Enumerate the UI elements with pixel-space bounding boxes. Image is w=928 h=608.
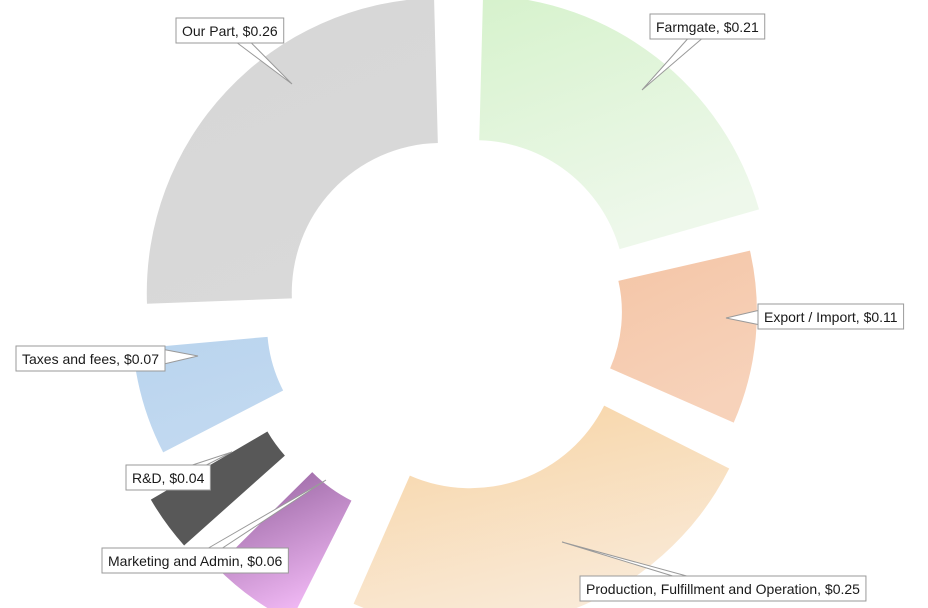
labels-group: Farmgate, $0.21 Export / Import, $0.11 Pro…	[15, 13, 905, 602]
label-box	[125, 464, 211, 491]
slices-group	[133, 0, 760, 608]
slice-label: R&D, $0.04	[132, 470, 205, 486]
slice-taxes-and-fees	[133, 336, 284, 453]
label-box	[757, 303, 905, 330]
slice-label: Our Part, $0.26	[182, 23, 278, 39]
slice-label: Marketing and Admin, $0.06	[108, 553, 283, 569]
slice-our-part	[146, 0, 438, 304]
slice-label: Export / Import, $0.11	[764, 309, 898, 325]
label-box	[15, 345, 166, 372]
slice-label: Production, Fulfillment and Operation, $…	[586, 581, 860, 597]
slice-marketing-and-admin	[216, 472, 352, 608]
slice-export-import	[610, 250, 757, 423]
label-box	[101, 547, 289, 574]
slice-label: Taxes and fees, $0.07	[22, 351, 159, 367]
label-box	[175, 17, 285, 44]
slice-production-fulfillment-and-operation	[353, 405, 730, 608]
label-box	[579, 575, 867, 602]
label-box	[649, 13, 766, 40]
slice-farmgate	[479, 0, 760, 250]
slice-r-d	[150, 431, 285, 546]
slice-label: Farmgate, $0.21	[656, 19, 759, 35]
